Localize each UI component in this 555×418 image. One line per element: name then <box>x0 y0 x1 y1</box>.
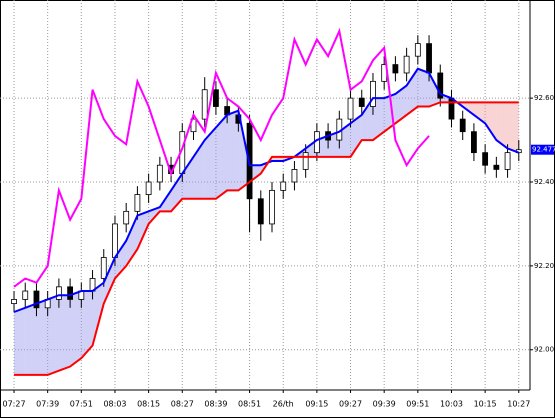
x-tick-label: 07:51 <box>70 400 93 409</box>
candle-body <box>482 152 489 166</box>
cloud <box>70 291 82 367</box>
cloud <box>406 68 418 115</box>
line <box>13 27 430 288</box>
candle-body <box>145 181 152 195</box>
candle-body <box>67 286 74 300</box>
cloud <box>58 295 71 371</box>
x-tick-label: 09:27 <box>339 400 362 409</box>
cloud <box>182 156 194 199</box>
candle-body <box>123 210 130 225</box>
cloud <box>103 257 115 304</box>
x-tick-label: 09:51 <box>406 400 429 409</box>
x-tick-label: 08:51 <box>238 400 261 409</box>
x-tick-label: 07:39 <box>36 400 59 409</box>
cloud <box>215 114 228 199</box>
candle-body <box>358 97 365 107</box>
candle-body <box>459 118 466 133</box>
x-tick-label: 07:27 <box>2 400 25 409</box>
candle-body <box>134 194 141 212</box>
cloud <box>171 173 183 212</box>
cloud <box>372 98 385 141</box>
candle-body <box>201 89 208 120</box>
candle-body <box>257 198 264 225</box>
current-price-box <box>531 144 554 155</box>
cloud <box>485 102 497 141</box>
candle-body <box>448 97 455 120</box>
x-tick-label: 10:27 <box>507 400 530 409</box>
cloud <box>473 102 486 124</box>
cloud <box>204 127 216 199</box>
candle-body <box>112 223 118 258</box>
candle-body <box>347 97 354 120</box>
candle-body <box>370 80 376 107</box>
cloud <box>193 140 205 199</box>
x-tick-label: 08:15 <box>137 400 160 409</box>
y-tick-label: 92.200 <box>534 262 555 270</box>
line <box>13 67 520 313</box>
cloud <box>350 114 362 157</box>
x-tick-label: 08:39 <box>204 400 227 409</box>
candle-body <box>11 299 17 305</box>
x-tick-label: 09:15 <box>305 400 328 409</box>
cloud <box>81 291 93 359</box>
x-tick-label: 09:39 <box>373 400 396 409</box>
cloud <box>92 282 104 346</box>
candle-body <box>392 64 399 74</box>
cloud <box>417 68 430 107</box>
cloud <box>14 307 26 375</box>
cloud <box>361 98 373 141</box>
candle-body <box>280 181 287 191</box>
candle-body <box>291 169 298 183</box>
y-tick-label: 92.000 <box>534 346 555 354</box>
candle-body <box>414 43 421 57</box>
x-tick-label: 08:03 <box>103 400 126 409</box>
cloud <box>507 102 519 153</box>
cloud <box>25 303 37 375</box>
cloud <box>137 211 149 250</box>
candle-body <box>22 290 29 300</box>
cloud <box>496 102 508 149</box>
candle-body <box>269 189 275 225</box>
candle-body <box>426 43 432 74</box>
candle-body <box>403 55 410 74</box>
line <box>14 101 519 376</box>
cloud <box>47 295 59 375</box>
candle-body <box>213 89 219 107</box>
candle-body <box>100 257 107 279</box>
y-tick-label: 92.400 <box>534 178 555 186</box>
cloud <box>227 110 239 191</box>
cloud <box>126 215 138 266</box>
current-price-label: 92.477 <box>532 146 555 154</box>
x-tick-label: 08:27 <box>171 400 194 409</box>
candle-body <box>156 164 163 183</box>
candle-body <box>55 286 62 300</box>
cloud <box>395 85 407 124</box>
x-tick-label: 10:15 <box>474 400 497 409</box>
candle-body <box>302 152 309 170</box>
candle-body <box>493 164 500 170</box>
candle-body <box>33 290 40 309</box>
cloud <box>36 299 48 375</box>
candle-body <box>504 152 511 170</box>
candle-body <box>471 131 477 154</box>
x-tick-label: 26/th <box>273 400 294 409</box>
y-tick-label: 92.600 <box>534 94 555 102</box>
candle-body <box>437 72 444 99</box>
x-tick-label: 10:03 <box>440 400 463 409</box>
cloud <box>272 156 284 162</box>
